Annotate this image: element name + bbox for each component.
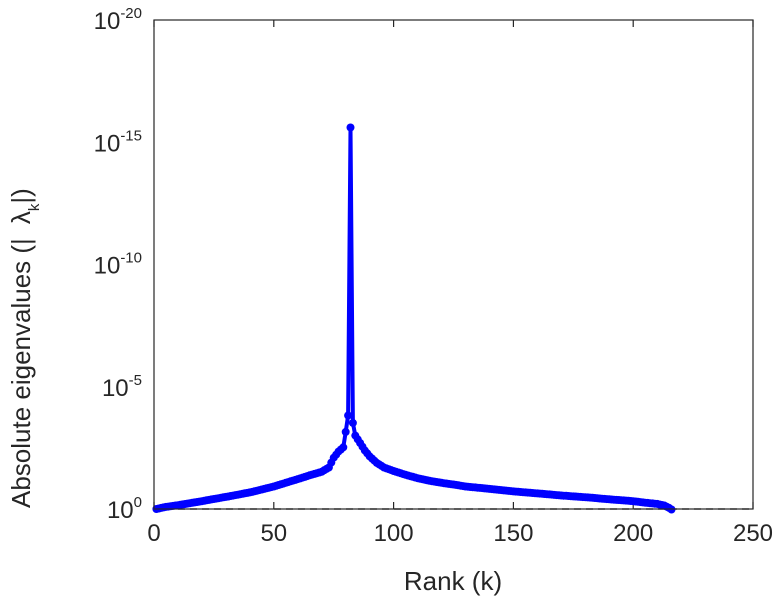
y-tick-label: 10-20 bbox=[94, 5, 142, 35]
x-axis-label: Rank (k) bbox=[404, 566, 502, 596]
x-tick-label: 0 bbox=[147, 520, 160, 547]
y-axis-label-main: Absolute eigenvalues (| bbox=[6, 238, 36, 508]
y-axis-label-symbol: λ bbox=[6, 211, 36, 224]
y-tick-label: 10-15 bbox=[94, 127, 142, 157]
x-tick-label: 150 bbox=[493, 520, 533, 547]
y-axis-label-subscript: k bbox=[26, 203, 43, 211]
x-tick-label: 50 bbox=[260, 520, 287, 547]
plot-frame bbox=[153, 19, 754, 510]
y-axis-label: Absolute eigenvalues (| λk|) bbox=[6, 188, 43, 508]
data-point bbox=[341, 427, 350, 436]
x-tick-label: 200 bbox=[613, 520, 653, 547]
data-point bbox=[348, 418, 357, 427]
plot-background bbox=[154, 20, 753, 509]
y-tick-label: 100 bbox=[107, 494, 142, 524]
y-tick-label: 10-10 bbox=[94, 250, 142, 280]
data-point bbox=[346, 123, 355, 132]
x-tick-label: 100 bbox=[374, 520, 414, 547]
y-axis-label-tail: |) bbox=[6, 188, 36, 203]
data-point bbox=[344, 411, 353, 420]
y-tick-label: 10-5 bbox=[102, 372, 142, 402]
data-point bbox=[339, 443, 348, 452]
x-tick-labels: 0 50 100 150 200 250 bbox=[147, 520, 773, 547]
x-tick-label: 250 bbox=[733, 520, 773, 547]
y-tick-labels: 100 10-5 10-10 10-15 10-20 bbox=[94, 5, 142, 524]
